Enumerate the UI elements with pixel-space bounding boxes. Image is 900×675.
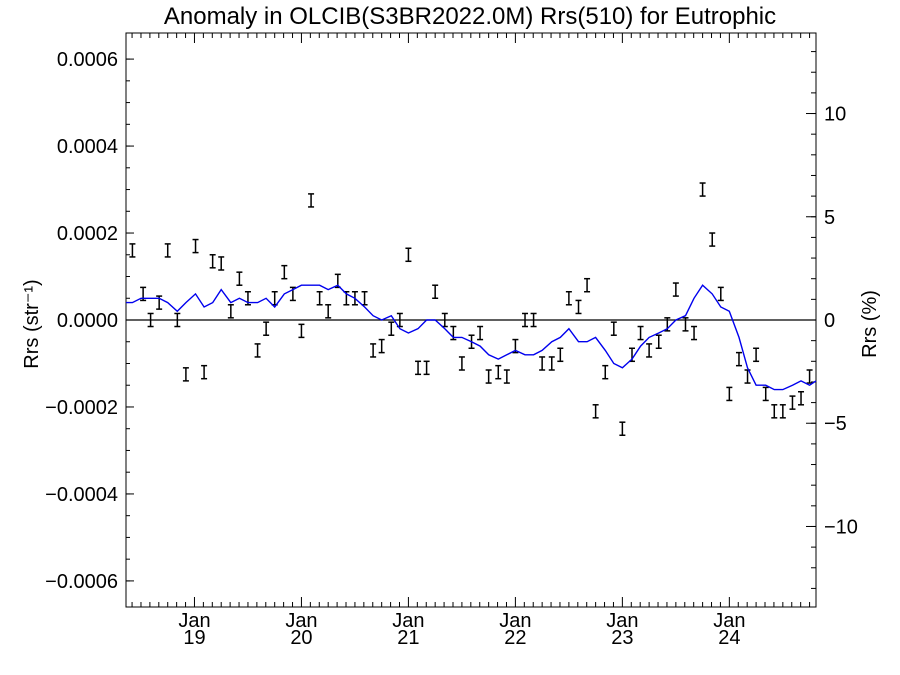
error-bar-point	[584, 277, 591, 293]
error-bar-point	[495, 364, 502, 380]
error-bar-point	[281, 264, 288, 280]
error-bar-point	[557, 347, 564, 363]
error-bar-point	[218, 256, 225, 271]
error-bar-point	[592, 404, 599, 419]
y2-tick-label: 0	[824, 310, 835, 332]
x-tick-label-year: 22	[504, 627, 526, 649]
error-bar-point	[779, 404, 786, 419]
error-bar-point	[236, 271, 243, 286]
x-tick-label-month: Jan	[285, 610, 317, 632]
y2-tick-label: −5	[824, 413, 847, 435]
x-tick-label-year: 19	[183, 627, 205, 649]
error-bar-point	[548, 356, 555, 371]
error-bar-point	[201, 364, 208, 380]
error-bar-point	[415, 360, 422, 376]
error-bar-point	[691, 325, 698, 341]
error-bar-point	[432, 284, 439, 300]
error-bar-point	[682, 317, 689, 332]
x-tick-label-month: Jan	[178, 610, 210, 632]
error-bar-point	[388, 321, 395, 336]
error-bar-point	[192, 238, 199, 254]
error-bar-point	[423, 360, 430, 376]
y-tick-label: 0.0006	[57, 49, 118, 71]
error-bar-point	[637, 325, 644, 341]
y-tick-label: 0.0000	[57, 310, 118, 332]
error-bar-point	[539, 356, 546, 371]
error-bar-point	[672, 282, 679, 297]
error-bar-point	[699, 182, 706, 197]
error-bar-point	[129, 243, 136, 258]
x-tick-label-month: Jan	[392, 610, 424, 632]
error-bar-point	[726, 386, 733, 402]
y2-tick-label: 10	[824, 104, 846, 126]
error-bar-point	[298, 323, 305, 339]
x-tick-label-month: Jan	[499, 610, 531, 632]
x-tick-label-year: 24	[718, 627, 740, 649]
error-bar-point	[575, 299, 582, 315]
error-bar-point	[709, 232, 716, 247]
error-bar-point	[164, 243, 171, 258]
error-bar-point	[308, 193, 315, 208]
error-bar-point	[370, 343, 377, 358]
error-bar-point	[271, 290, 278, 306]
y-tick-label: 0.0002	[57, 223, 118, 245]
error-bar-point	[619, 421, 626, 436]
y-tick-label: −0.0002	[45, 397, 118, 419]
error-bar-point	[735, 351, 742, 367]
error-bar-point	[263, 321, 270, 336]
error-bar-point	[717, 286, 724, 302]
error-bar-point	[503, 369, 510, 384]
error-bar-point	[762, 386, 769, 402]
x-tick-label-month: Jan	[606, 610, 638, 632]
error-bar-point	[174, 312, 181, 328]
y-tick-label: −0.0006	[45, 571, 118, 593]
error-bar-point	[458, 356, 465, 371]
error-bar-point	[798, 391, 805, 406]
error-bar-point	[646, 343, 653, 358]
y2-tick-label: 5	[824, 207, 835, 229]
error-bar-point	[530, 312, 537, 328]
error-bar-point	[378, 338, 385, 354]
series-line	[126, 284, 817, 391]
error-bar-point	[610, 321, 617, 336]
error-bar-point	[254, 343, 261, 358]
y-tick-label: −0.0004	[45, 484, 118, 506]
axes: −0.0006 −0.0004 −0.0002 0.0000 0.0002 0.0004 0…	[45, 32, 858, 649]
error-bar-point	[602, 364, 609, 380]
error-bar-point	[753, 347, 760, 363]
error-bar-point	[209, 254, 216, 269]
error-bar-points	[129, 182, 813, 436]
error-bar-point	[655, 334, 662, 350]
error-bar-point	[227, 304, 234, 319]
error-bar-point	[565, 290, 572, 306]
chart-title: Anomaly in OLCIB(S3BR2022.0M) Rrs(510) f…	[164, 3, 776, 30]
x-tick-label-year: 21	[397, 627, 419, 649]
error-bar-point	[405, 247, 412, 263]
error-bar-point	[789, 395, 796, 410]
error-bar-point	[325, 304, 332, 319]
x-tick-label-year: 23	[611, 627, 633, 649]
y-axis-label: Rrs (str⁻¹)	[21, 279, 43, 368]
y2-tick-label: −10	[824, 516, 858, 538]
error-bar-point	[744, 369, 751, 384]
y-tick-label: 0.0004	[57, 136, 118, 158]
error-bar-point	[182, 367, 189, 382]
error-bar-point	[361, 290, 368, 306]
error-bar-point	[806, 369, 813, 384]
y2-axis-label: Rrs (%)	[859, 290, 881, 358]
error-bar-point	[316, 290, 323, 306]
error-bar-point	[485, 369, 492, 384]
error-bar-point	[477, 325, 484, 341]
x-tick-label-month: Jan	[713, 610, 745, 632]
x-tick-label-year: 20	[290, 627, 312, 649]
smoothed-line	[126, 284, 817, 391]
error-bar-point	[771, 404, 778, 419]
error-bar-point	[147, 312, 154, 328]
error-bar-point	[522, 312, 529, 328]
